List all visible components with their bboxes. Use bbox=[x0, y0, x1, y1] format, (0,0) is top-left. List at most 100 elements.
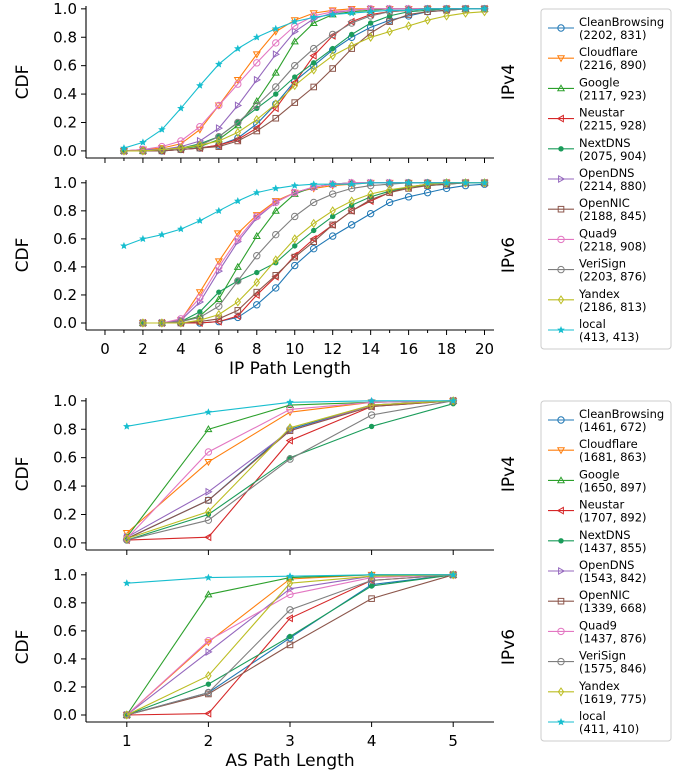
row-label: IPv4 bbox=[499, 64, 519, 100]
data-point bbox=[290, 37, 299, 45]
data-point bbox=[404, 193, 413, 201]
data-point bbox=[204, 516, 213, 524]
series-line bbox=[126, 400, 454, 540]
data-point bbox=[291, 61, 299, 70]
data-point bbox=[404, 178, 413, 187]
series-line bbox=[126, 400, 454, 541]
data-point bbox=[368, 595, 375, 602]
series-line bbox=[142, 182, 485, 324]
data-point bbox=[205, 496, 212, 504]
legend-swatch-marker bbox=[557, 416, 565, 424]
data-point bbox=[234, 297, 242, 307]
legend-item-neustar: Neustar(1707, 892) bbox=[548, 498, 647, 525]
data-point bbox=[196, 315, 204, 325]
data-point bbox=[252, 96, 261, 105]
series-quad9 bbox=[123, 397, 457, 543]
data-point bbox=[423, 4, 432, 13]
data-point bbox=[214, 258, 223, 266]
data-point bbox=[310, 198, 318, 207]
data-point bbox=[234, 235, 242, 243]
data-point bbox=[367, 189, 374, 199]
row-label: IPv6 bbox=[499, 237, 519, 273]
data-point bbox=[253, 212, 261, 221]
legend-label: local bbox=[579, 317, 606, 331]
legend-item-google: Google(2117, 923) bbox=[548, 75, 647, 102]
y-tick-label: 0.8 bbox=[53, 420, 77, 438]
legend-label: Neustar bbox=[579, 106, 625, 120]
data-point bbox=[291, 234, 298, 244]
data-point bbox=[214, 294, 223, 303]
data-point bbox=[286, 590, 294, 599]
cdf-panel-2: 0.0 0.2 0.4 0.6 0.8 1.0 0 2 4 6 8 10 12 14 16 18 20 CDF IP… bbox=[13, 174, 519, 379]
legend-swatch-marker bbox=[556, 506, 564, 515]
y-tick-label: 0.6 bbox=[53, 230, 77, 248]
series-yandex bbox=[120, 6, 488, 156]
series-line bbox=[123, 8, 485, 152]
data-point bbox=[234, 101, 243, 110]
data-point bbox=[271, 206, 280, 214]
legend-label: Quad9 bbox=[579, 618, 617, 632]
y-axis-title: CDF bbox=[13, 65, 33, 100]
data-point bbox=[177, 318, 185, 328]
data-point bbox=[216, 289, 222, 295]
data-point bbox=[253, 288, 261, 296]
data-point bbox=[286, 405, 294, 414]
legend-swatch-marker bbox=[557, 235, 565, 244]
data-point bbox=[196, 294, 204, 302]
data-point bbox=[272, 255, 279, 265]
data-point bbox=[177, 104, 185, 112]
data-point bbox=[386, 185, 393, 195]
y-axis-title: CDF bbox=[13, 457, 33, 492]
series-cleanbrowsing bbox=[120, 5, 489, 155]
data-point bbox=[272, 230, 280, 239]
data-point bbox=[285, 614, 293, 623]
series-line bbox=[123, 8, 485, 149]
data-point bbox=[273, 91, 279, 97]
y-tick-label: 0.2 bbox=[53, 678, 77, 696]
legend-counts: (1575, 846) bbox=[579, 662, 647, 676]
series-line bbox=[126, 400, 454, 538]
data-point bbox=[367, 32, 374, 42]
data-point bbox=[286, 398, 294, 406]
legend-label: VeriSign bbox=[579, 649, 626, 663]
data-point bbox=[286, 578, 294, 588]
series-line bbox=[124, 8, 485, 152]
data-point bbox=[253, 127, 261, 135]
legend-counts: (1681, 863) bbox=[579, 450, 647, 464]
x-tick-label: 6 bbox=[214, 340, 224, 358]
data-point bbox=[348, 196, 355, 206]
legend-label: CleanBrowsing bbox=[579, 407, 664, 421]
data-point bbox=[205, 671, 212, 681]
legend-counts: (1339, 668) bbox=[579, 601, 647, 615]
data-point bbox=[215, 263, 223, 271]
y-tick-label: 0.0 bbox=[53, 314, 77, 332]
legend-item-opendns: OpenDNS(1543, 842) bbox=[548, 558, 647, 585]
series-line bbox=[124, 8, 485, 152]
data-point bbox=[123, 533, 131, 544]
data-point bbox=[204, 590, 213, 598]
data-point bbox=[405, 182, 412, 192]
data-point bbox=[329, 221, 336, 229]
data-point bbox=[328, 190, 337, 198]
data-point bbox=[234, 118, 242, 127]
data-point bbox=[272, 83, 280, 91]
cdf-panel-4: 0.0 0.2 0.4 0.6 0.8 1.0 1 2 3 4 5 CDF IPv6 AS Path Le… bbox=[13, 566, 519, 770]
data-point bbox=[139, 138, 147, 146]
data-point bbox=[367, 576, 376, 585]
legend-swatch-marker bbox=[557, 205, 565, 213]
data-point bbox=[386, 18, 393, 25]
data-point bbox=[311, 60, 317, 66]
series-line bbox=[123, 8, 485, 152]
legend-item-opennic: OpenNIC(2188, 845) bbox=[548, 196, 647, 223]
legend-swatch-marker bbox=[557, 295, 565, 305]
series-yandex bbox=[139, 178, 488, 328]
series-line bbox=[126, 574, 454, 716]
legend-1: CleanBrowsing(2202, 831) Cloudflare(2216,… bbox=[540, 8, 672, 350]
series-line bbox=[123, 182, 485, 247]
legend-label: OpenDNS bbox=[579, 166, 634, 180]
data-point bbox=[204, 425, 213, 433]
y-tick-label: 0.6 bbox=[53, 57, 77, 75]
data-point bbox=[234, 80, 242, 88]
legend-counts: (1461, 672) bbox=[579, 420, 647, 434]
legend-item-nextdns: NextDNS(2075, 904) bbox=[548, 136, 647, 163]
